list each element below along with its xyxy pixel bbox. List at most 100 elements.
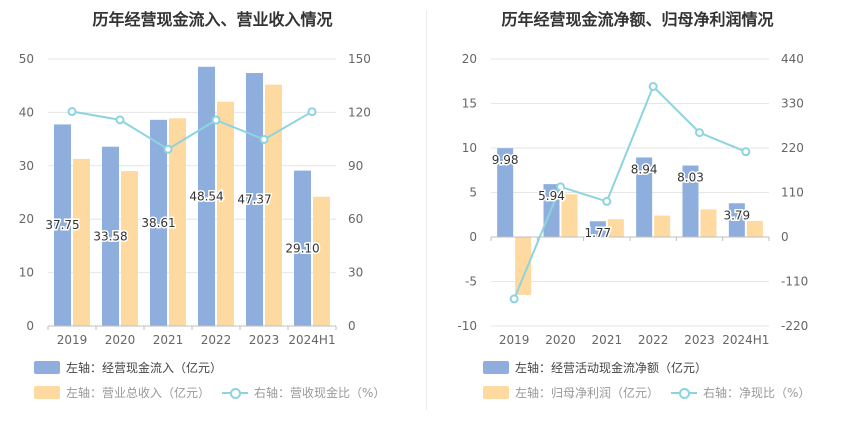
legend-item[interactable]: 左轴：归母净利润（亿元） [483, 384, 659, 401]
y-tick-label-right: 110 [781, 186, 804, 200]
bar [54, 124, 71, 326]
y-tick-label-left: -5 [465, 275, 477, 289]
bar [561, 194, 578, 237]
legend-item[interactable]: 右轴：净现比（%） [671, 384, 810, 401]
bar [589, 221, 606, 237]
legend-line-icon [222, 386, 248, 399]
data-label: 5.94 [538, 189, 565, 203]
y-tick-label-right: 440 [781, 52, 804, 66]
y-tick-label-left: 0 [26, 319, 34, 333]
line-point [509, 294, 519, 304]
data-label: 9.98 [492, 153, 519, 167]
x-tick-label: 2021 [592, 333, 623, 347]
bar [265, 84, 282, 326]
x-tick-label: 2020 [545, 333, 576, 347]
y-tick-label-left: 30 [19, 159, 34, 173]
y-tick-label-right: 220 [781, 141, 804, 155]
data-label: 33.58 [93, 229, 127, 243]
data-label: 29.10 [285, 241, 319, 255]
line-point [211, 115, 221, 125]
x-tick-label: 2023 [249, 333, 280, 347]
bar [169, 118, 186, 326]
bar [294, 170, 311, 326]
x-tick-label: 2022 [638, 333, 669, 347]
legend-item[interactable]: 左轴：经营活动现金流净额（亿元） [483, 359, 707, 376]
legend-label: 左轴：归母净利润（亿元） [515, 386, 660, 400]
y-tick-label-right: 0 [781, 230, 789, 244]
x-tick-label: 2024H1 [288, 333, 335, 347]
line-point [695, 128, 704, 138]
y-tick-label-right: 90 [348, 159, 363, 173]
bar [73, 158, 90, 326]
bar [682, 165, 699, 237]
data-label: 8.03 [677, 171, 704, 185]
data-label: 47.37 [237, 193, 271, 207]
legend-item[interactable]: 右轴：营收现金比（%） [222, 384, 385, 401]
x-tick-label: 2023 [684, 333, 715, 347]
line-point [648, 82, 658, 92]
data-label: 3.79 [723, 208, 750, 222]
y-tick-label-left: 20 [19, 212, 34, 226]
chart-canvas: 0 10 20 30 40 50 0 30 60 90 120 150 2019 2020 2021 2022… [19, 52, 371, 347]
panel-divider [426, 10, 427, 410]
y-tick-label-left: 40 [19, 105, 34, 119]
y-tick-label-left: 10 [462, 141, 477, 155]
data-label: 8.94 [631, 162, 658, 176]
data-label: 1.77 [584, 226, 611, 240]
y-tick-label-left: 20 [462, 52, 477, 66]
bar [636, 157, 653, 237]
chart-canvas: -10 -5 0 5 10 15 20 -220 -110 0 110 220 330 440 2019 20… [457, 52, 808, 347]
line-point [307, 107, 317, 117]
x-tick-label: 2020 [105, 333, 136, 347]
bar [700, 209, 717, 237]
y-tick-label-left: 0 [469, 230, 477, 244]
y-tick-label-right: -220 [781, 319, 808, 333]
chart-title: 历年经营现金流净额、归母净利润情况 [501, 10, 774, 29]
x-tick-label: 2019 [57, 333, 88, 347]
bar [217, 101, 234, 326]
line-point [741, 147, 751, 157]
legend-swatch [483, 361, 509, 374]
legend-item[interactable]: 左轴：营业总收入（亿元） [34, 384, 210, 401]
y-tick-label-left: 15 [462, 97, 477, 111]
legend-label: 右轴：营收现金比（%） [254, 386, 386, 400]
bar [313, 196, 330, 326]
x-tick-label: 2021 [153, 333, 184, 347]
x-tick-label: 2024H1 [722, 333, 769, 347]
y-tick-label-left: 5 [469, 186, 477, 200]
chart-panel-right: 历年经营现金流净额、归母净利润情况 -10 -5 0 5 10 15 20 -220 -110 0… [425, 0, 850, 437]
bar [728, 203, 745, 237]
data-label: 38.61 [141, 216, 175, 230]
legend-label: 右轴：净现比（%） [703, 386, 811, 400]
line-point [556, 182, 565, 192]
legend-swatch [34, 386, 60, 399]
legend-item[interactable]: 左轴：经营现金流入（亿元） [34, 359, 222, 376]
y-tick-label-left: -10 [457, 319, 477, 333]
bar [121, 171, 138, 326]
line-point [602, 196, 612, 206]
data-label: 48.54 [189, 189, 223, 203]
line-point [259, 134, 269, 144]
bar [515, 237, 532, 295]
legend-label: 左轴：经营现金流入（亿元） [66, 361, 223, 375]
y-tick-label-right: 150 [348, 52, 371, 66]
legend-swatch [34, 361, 60, 374]
legend-label: 左轴：营业总收入（亿元） [66, 386, 211, 400]
legend-line-icon [671, 386, 697, 399]
series-line [513, 84, 747, 300]
y-tick-label-right: 120 [348, 105, 371, 119]
bar [497, 148, 514, 237]
bar [150, 119, 167, 326]
chart-title: 历年经营现金流入、营业收入情况 [92, 10, 333, 29]
chart-panel-left: 历年经营现金流入、营业收入情况 0 10 20 30 40 50 0 30 60 90 120 150… [19, 10, 386, 401]
y-tick-label-left: 50 [19, 52, 34, 66]
data-label: 37.75 [45, 218, 79, 232]
y-tick-label-right: 60 [348, 212, 363, 226]
line-point [163, 144, 173, 154]
y-tick-label-right: 30 [348, 266, 363, 280]
x-tick-label: 2022 [201, 333, 232, 347]
bar [746, 220, 763, 237]
y-tick-label-right: 330 [781, 97, 804, 111]
y-tick-label-right: 0 [348, 319, 356, 333]
legend-swatch [483, 386, 509, 399]
